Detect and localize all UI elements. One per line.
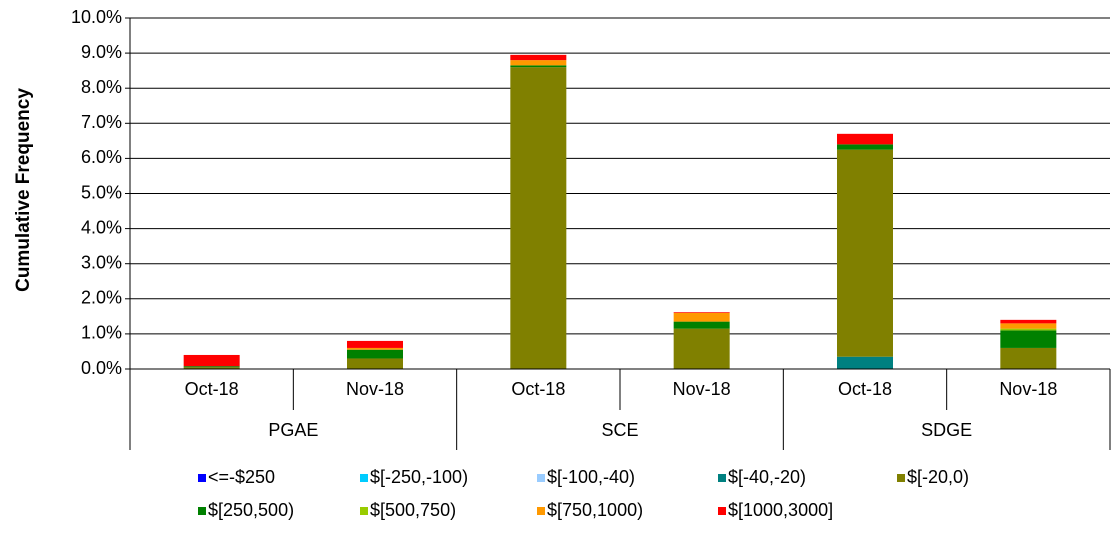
bar-segment	[837, 133, 893, 145]
group-label: SDGE	[921, 420, 972, 440]
group-label: SCE	[601, 420, 638, 440]
y-axis-title: Cumulative Frequency	[13, 88, 34, 292]
x-tick-label: Nov-18	[346, 379, 404, 399]
x-tick-label: Oct-18	[838, 379, 892, 399]
bar-segment	[673, 321, 730, 329]
bar-segment	[510, 65, 567, 68]
bar-segment	[183, 354, 240, 367]
bar-segment	[510, 60, 567, 66]
legend-swatch	[537, 507, 545, 515]
legend-swatch	[198, 474, 206, 482]
bar-segment	[673, 312, 730, 322]
legend-swatch	[718, 474, 726, 482]
bar-segment	[183, 367, 240, 369]
y-tick-label: 0.0%	[81, 358, 122, 378]
y-tick-label: 5.0%	[81, 182, 122, 202]
legend-label: $[250,500)	[208, 500, 294, 520]
legend-swatch	[537, 474, 545, 482]
bar-segment	[837, 149, 893, 357]
bar-segment	[1000, 330, 1057, 348]
x-tick-label: Oct-18	[511, 379, 565, 399]
bar-segment	[837, 356, 893, 369]
y-tick-label: 4.0%	[81, 217, 122, 237]
legend-swatch	[360, 474, 368, 482]
y-tick-label: 6.0%	[81, 147, 122, 167]
y-tick-label: 2.0%	[81, 288, 122, 308]
y-tick-label: 3.0%	[81, 252, 122, 272]
y-tick-label: 9.0%	[81, 42, 122, 62]
legend-swatch	[198, 507, 206, 515]
bar-segment	[347, 340, 403, 348]
x-tick-label: Nov-18	[673, 379, 731, 399]
bar-segment	[673, 328, 730, 369]
bar-segment	[1000, 347, 1057, 369]
legend-swatch	[360, 507, 368, 515]
x-tick-label: Oct-18	[185, 379, 239, 399]
legend-label: $[750,1000)	[547, 500, 643, 520]
bar-segment	[183, 366, 240, 368]
x-tick-label: Nov-18	[999, 379, 1057, 399]
legend-label: $[1000,3000]	[728, 500, 833, 520]
legend-label: $[-100,-40)	[547, 467, 635, 487]
legend-label: <=-$250	[208, 467, 275, 487]
legend-label: $[-250,-100)	[370, 467, 468, 487]
bar-segment	[837, 144, 893, 150]
bar-segment	[347, 349, 403, 359]
bar-segment	[347, 358, 403, 369]
y-tick-label: 1.0%	[81, 323, 122, 343]
bar-segment	[1000, 323, 1057, 329]
bar-segment	[510, 54, 567, 61]
y-tick-label: 8.0%	[81, 77, 122, 97]
bar-segment	[510, 67, 567, 369]
y-tick-label: 7.0%	[81, 112, 122, 132]
legend-label: $[-40,-20)	[728, 467, 806, 487]
bar-segment	[347, 347, 403, 350]
bar-segment	[1000, 328, 1057, 331]
y-tick-label: 10.0%	[71, 7, 122, 27]
legend-swatch	[718, 507, 726, 515]
group-label: PGAE	[268, 420, 318, 440]
legend-label: $[500,750)	[370, 500, 456, 520]
bar-segment	[1000, 319, 1057, 324]
legend-label: $[-20,0)	[907, 467, 969, 487]
legend-swatch	[897, 474, 905, 482]
bar-segment	[673, 312, 730, 313]
